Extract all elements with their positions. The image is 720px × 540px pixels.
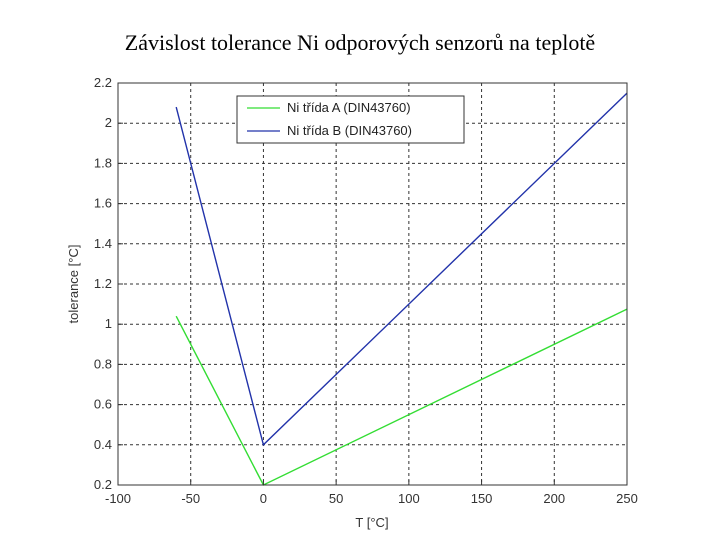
x-tick-label: 150 — [471, 491, 493, 506]
legend-label-b: Ni třída B (DIN43760) — [287, 123, 412, 138]
ticks — [117, 82, 628, 486]
chart-title: Závislost tolerance Ni odporových senzor… — [124, 30, 596, 55]
y-tick-label: 2 — [105, 115, 112, 130]
y-tick-label: 2.2 — [94, 75, 112, 90]
x-tick-label: 250 — [616, 491, 638, 506]
y-tick-label: 1.4 — [94, 236, 112, 251]
y-tick-label: 0.6 — [94, 397, 112, 412]
y-tick-label: 1.2 — [94, 276, 112, 291]
x-axis-label: T [°C] — [355, 515, 388, 530]
tick-labels: -100 -50 0 50 100 150 200 250 0.2 0.4 0.6 0.8 1 1.2 1.… — [94, 75, 638, 506]
x-tick-label: 100 — [398, 491, 420, 506]
x-tick-label: 50 — [329, 491, 343, 506]
x-tick-label: 200 — [543, 491, 565, 506]
x-tick-label: -50 — [181, 491, 200, 506]
y-tick-label: 0.2 — [94, 477, 112, 492]
y-tick-label: 1 — [105, 316, 112, 331]
y-axis-label: tolerance [°C] — [66, 245, 81, 324]
y-tick-label: 1.6 — [94, 196, 112, 211]
x-tick-label: 0 — [260, 491, 267, 506]
series-line-b — [175, 92, 628, 447]
legend-label-a: Ni třída A (DIN43760) — [287, 100, 411, 115]
y-tick-label: 0.4 — [94, 437, 112, 452]
y-tick-label: 0.8 — [94, 356, 112, 371]
x-tick-label: -100 — [105, 491, 131, 506]
legend-box — [236, 95, 465, 144]
legend: Ni třída A (DIN43760) Ni třída B (DIN437… — [236, 95, 465, 144]
y-tick-label: 1.8 — [94, 155, 112, 170]
